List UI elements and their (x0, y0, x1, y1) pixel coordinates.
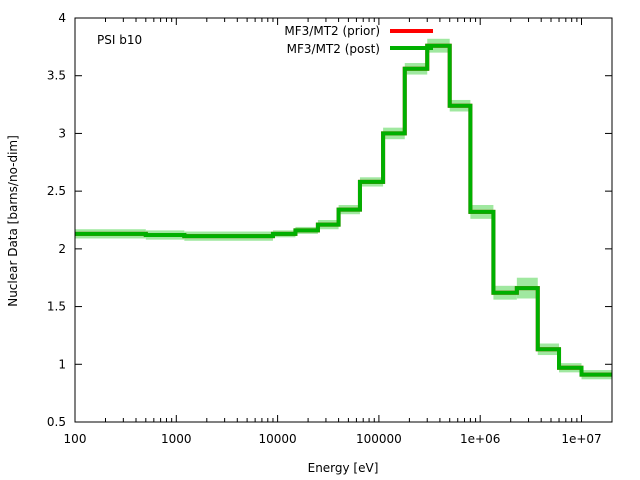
x-tick-label: 10000 (259, 432, 297, 446)
post-series (75, 43, 612, 377)
annotation-text: PSI b10 (97, 33, 142, 47)
x-tick-label: 1e+07 (561, 432, 601, 446)
y-tick-label: 2.5 (47, 184, 66, 198)
legend-label-post: MF3/MT2 (post) (287, 42, 380, 56)
series-line-post (75, 43, 612, 377)
y-tick-label: 2 (58, 242, 66, 256)
y-tick-label: 3 (58, 126, 66, 140)
x-tick-label: 1000 (161, 432, 192, 446)
x-tick-label: 100 (64, 432, 87, 446)
legend-label-prior: MF3/MT2 (prior) (284, 24, 380, 38)
y-tick-label: 4 (58, 11, 66, 25)
plot-frame (74, 17, 613, 423)
axis-ticks: 0.5 1 1.5 2 2.5 3 3.5 4 100 1000 10000 100000 1e+06 1… (47, 11, 612, 446)
y-tick-label: 0.5 (47, 415, 66, 429)
y-tick-label: 3.5 (47, 69, 66, 83)
x-tick-label: 1e+06 (460, 432, 500, 446)
y-tick-label: 1 (58, 357, 66, 371)
x-axis-label: Energy [eV] (308, 461, 379, 475)
y-axis-label: Nuclear Data [barns/no-dim] (6, 135, 20, 307)
y-tick-label: 1.5 (47, 300, 66, 314)
x-tick-label: 100000 (356, 432, 402, 446)
